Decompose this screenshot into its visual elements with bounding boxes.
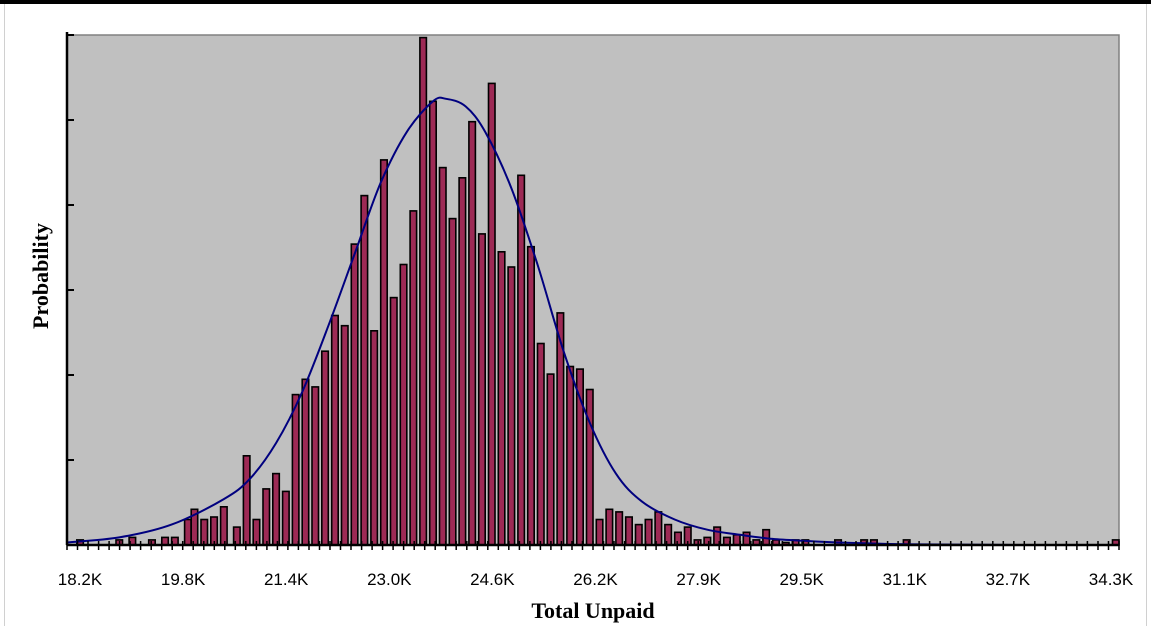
x-tick-label: 21.4K [264,570,309,589]
histogram-bar [330,314,340,546]
histogram-bar [183,518,192,546]
histogram-bar [497,251,506,546]
fitted-distribution-curve [66,96,1120,547]
histogram-bar [468,120,477,546]
y-axis-label: Probability [28,223,53,329]
histogram-bar [654,511,663,546]
histogram-bar [301,378,310,546]
histogram-bar [428,100,438,546]
x-tick-label: 31.1K [883,570,928,589]
histogram-bar [271,472,281,546]
histogram-bar [634,523,643,546]
histogram-bar [585,388,594,546]
histogram-bar [438,166,447,546]
x-tick-label: 34.3K [1089,570,1134,589]
histogram-bar [320,350,330,546]
x-tick-label: 27.9K [676,570,721,589]
histogram-bar [311,386,320,546]
histogram-bar [605,508,614,546]
histogram-bar [546,373,555,546]
histogram-bar [477,233,487,546]
left-border [4,4,5,626]
histogram-bar [399,263,408,546]
x-tick-label: 32.7K [986,570,1031,589]
histogram-bar [615,511,624,546]
histogram-bar [379,159,389,546]
histogram-bar [219,505,228,546]
histogram-bar [242,454,251,546]
histogram-bar [210,516,219,546]
histogram-bar [507,266,516,546]
histogram-bar [742,531,751,546]
x-axis-label: Total Unpaid [531,598,655,623]
histogram-bar [360,194,369,546]
x-tick-label: 23.0K [367,570,412,589]
x-tick-label: 29.5K [779,570,824,589]
histogram-bar [595,518,604,546]
right-border [1146,4,1147,626]
top-border [0,0,1151,4]
histogram-bar [350,243,359,546]
histogram-bar [526,245,536,546]
x-tick-labels: 18.2K 19.8K 21.4K 23.0K 24.6K 26.2K 27.9K 29.5K… [58,570,1134,589]
histogram-bar [566,365,575,546]
histogram-bar [370,329,379,546]
histogram-bar [340,324,349,546]
histogram-bar [624,516,634,546]
x-tick-label: 18.2K [58,570,103,589]
x-tick-label: 19.8K [161,570,206,589]
x-tick-label: 24.6K [470,570,515,589]
histogram-bar [732,533,741,546]
histogram-bar [281,490,290,546]
x-tick-label: 26.2K [573,570,618,589]
histogram-bar [487,82,496,546]
histogram-bar [536,342,545,546]
histogram-bar [291,393,300,546]
histogram-bar [448,217,457,546]
histogram-bar [262,488,271,546]
axes [65,32,1120,550]
histogram-bar [458,177,467,546]
histogram-bar [389,296,398,546]
histogram-bar [409,210,418,546]
histogram-bar [517,174,526,546]
